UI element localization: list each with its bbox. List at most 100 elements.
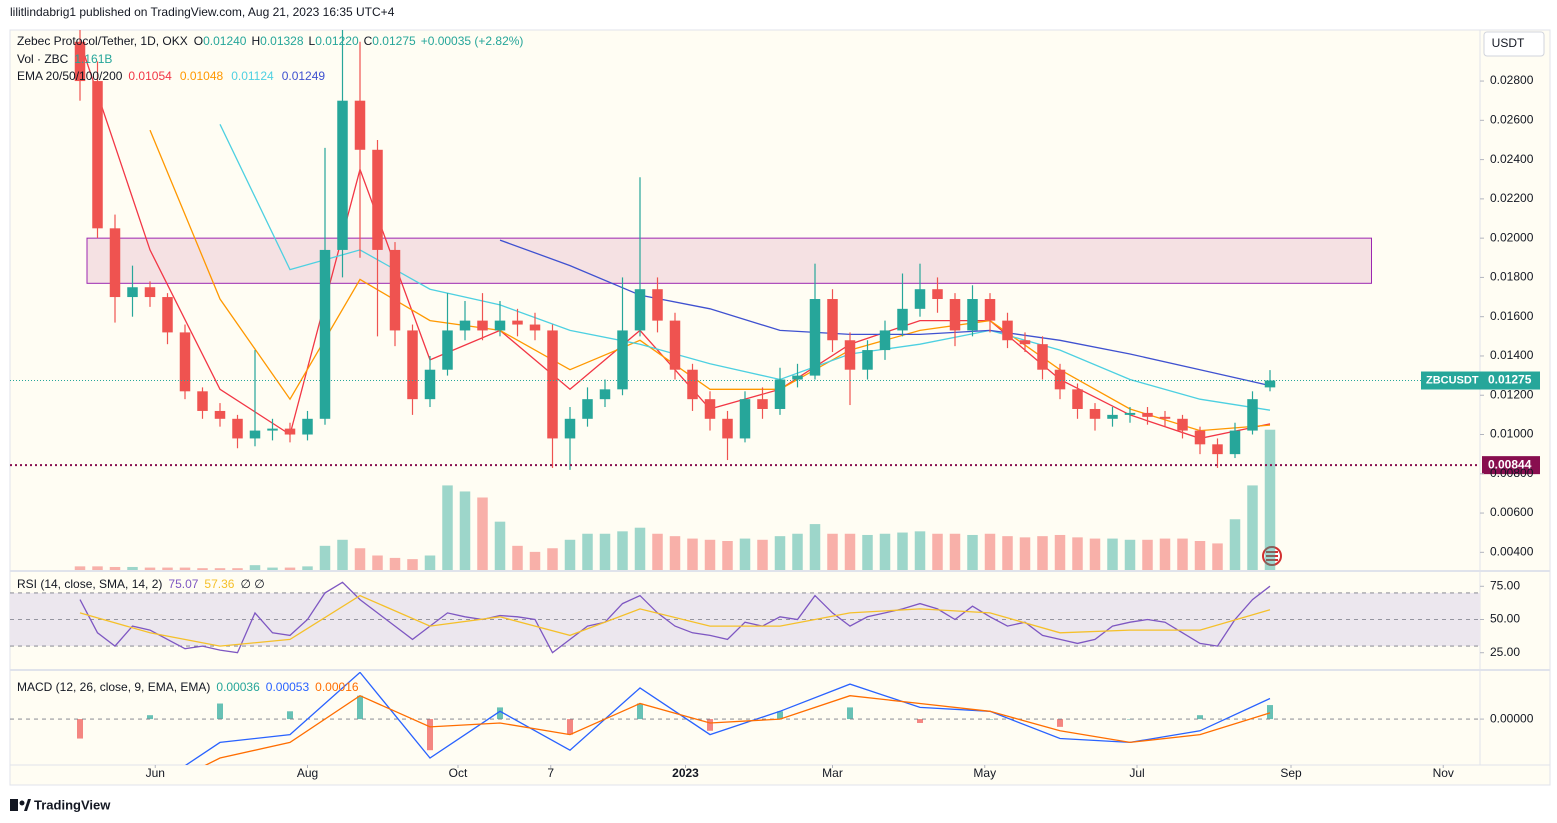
volume-bar: [1229, 519, 1241, 570]
y-tick-label: 0.01000: [1490, 427, 1534, 441]
y-tick-label: 25.00: [1490, 645, 1520, 659]
volume-bar: [109, 566, 121, 570]
macd-histogram-bar: [1197, 715, 1203, 720]
volume-bar: [774, 536, 786, 570]
volume-bar: [1194, 541, 1206, 570]
candle-body: [302, 418, 313, 435]
brand-logo: [24, 799, 31, 811]
y-tick-label: 0.00600: [1490, 505, 1534, 519]
legend-flags: ∅ ∅: [240, 577, 264, 591]
y-tick-label: 0.00000: [1490, 711, 1534, 725]
volume-bar: [179, 567, 191, 570]
legend-volume-name: Vol · ZBC: [17, 52, 69, 66]
volume-bar: [127, 566, 138, 570]
y-tick-label: 0.01800: [1490, 270, 1534, 284]
candle-body: [197, 391, 208, 411]
candle-body: [1054, 369, 1066, 390]
legend-volume-value: 1.161B: [74, 52, 112, 66]
ema-line: [149, 129, 1271, 432]
volume-bar: [232, 568, 243, 570]
volume-bar: [1247, 485, 1258, 570]
x-tick-label: Jul: [1129, 766, 1144, 780]
x-tick-label: Jun: [146, 766, 165, 780]
candle-body: [599, 389, 611, 400]
flag-stripe: [1266, 551, 1278, 553]
candle-body: [897, 308, 908, 331]
candle-body: [722, 418, 733, 439]
candle-body: [1247, 399, 1258, 431]
currency-button-box[interactable]: [1483, 31, 1545, 57]
candle-body: [1089, 408, 1101, 419]
volume-bar: [582, 533, 593, 570]
volume-bar: [389, 557, 401, 570]
candle-body: [1019, 340, 1031, 345]
candle-body: [389, 249, 401, 331]
macd-histogram-bar: [217, 703, 223, 720]
volume-bar: [564, 539, 576, 570]
legend-ohlc-value: 0.01328: [260, 34, 304, 48]
candle-body: [1212, 444, 1223, 455]
candle-body: [424, 369, 436, 400]
currency-button-label[interactable]: USDT: [1492, 36, 1525, 50]
x-tick-label: Mar: [822, 766, 843, 780]
macd-histogram-bar: [567, 719, 573, 735]
candle-body: [1177, 418, 1188, 431]
legend-value: 75.07: [168, 577, 198, 591]
candle-body: [1072, 389, 1083, 409]
volume-bar: [1054, 534, 1066, 570]
candle-body: [827, 299, 838, 341]
candle-body: [739, 399, 751, 439]
volume-bar: [932, 533, 943, 570]
macd-histogram-bar: [1267, 705, 1273, 720]
candle-body: [144, 287, 156, 298]
candle-body: [1124, 412, 1136, 415]
candle-body: [1142, 412, 1153, 417]
y-tick-label: 0.02600: [1490, 112, 1534, 126]
legend-ema-name: EMA 20/50/100/200: [17, 69, 123, 83]
volume-bar: [967, 534, 978, 570]
y-tick-label: 50.00: [1490, 612, 1520, 626]
volume-bar: [267, 567, 278, 570]
legend-value: 0.00016: [315, 680, 359, 694]
macd-histogram-bar: [637, 703, 643, 720]
x-tick-label: Aug: [297, 766, 318, 780]
volume-bar: [914, 531, 926, 570]
symbol-label: ZBCUSDT: [1426, 374, 1479, 386]
macd-histogram-bar: [287, 711, 293, 720]
macd-line: [204, 694, 1271, 765]
candle-body: [529, 324, 541, 331]
flag-stripe: [1266, 559, 1278, 561]
volume-bar: [442, 485, 453, 570]
volume-bar: [459, 491, 471, 570]
candle-body: [1229, 430, 1241, 455]
volume-bar: [1072, 537, 1083, 570]
flag-stripe: [1266, 555, 1278, 557]
volume-bar: [284, 567, 296, 570]
volume-bar: [1264, 429, 1276, 570]
volume-bar: [879, 533, 891, 570]
candle-body: [1194, 430, 1206, 445]
candle-body: [1159, 416, 1171, 419]
macd-line: [184, 672, 1271, 765]
candle-body: [582, 399, 593, 419]
candle-body: [914, 289, 926, 309]
x-tick-label: 7: [547, 766, 554, 780]
currency-button[interactable]: USDT: [1483, 31, 1545, 57]
volume-bar: [704, 539, 716, 570]
volume-bar: [1037, 536, 1048, 570]
volume-bar: [652, 533, 663, 570]
last-price-label: 0.01275: [1488, 373, 1532, 387]
candle-body: [949, 299, 961, 331]
candle-body: [214, 410, 226, 419]
x-tick-label: May: [973, 766, 996, 780]
y-tick-label: 0.01200: [1490, 387, 1534, 401]
legend-ema-value: 0.01054: [128, 69, 172, 83]
y-tick-label: 75.00: [1490, 578, 1520, 592]
volume-bar: [844, 533, 856, 570]
legend-ohlc-name: H: [251, 34, 260, 48]
candle-body: [267, 428, 278, 431]
macd-histogram-bar: [777, 711, 783, 720]
brand-logo: [19, 800, 25, 806]
candle-body: [844, 340, 856, 370]
flag-icon: [1262, 546, 1282, 566]
